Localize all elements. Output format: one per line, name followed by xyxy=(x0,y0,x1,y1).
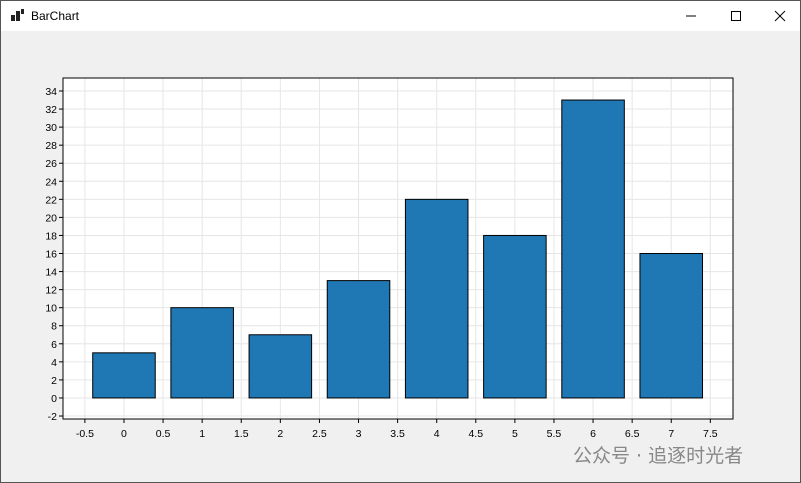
maximize-button[interactable] xyxy=(731,11,741,21)
x-tick-label: 7 xyxy=(668,428,674,440)
x-tick-label: 0 xyxy=(121,428,127,440)
x-tick-label: 5.5 xyxy=(547,428,562,440)
y-tick-label: 32 xyxy=(45,104,57,116)
y-tick-label: 26 xyxy=(45,158,57,170)
close-button[interactable] xyxy=(774,10,786,22)
bar xyxy=(639,253,704,399)
y-tick-label: -2 xyxy=(48,411,57,423)
y-tick-label: 0 xyxy=(51,393,57,405)
x-tick-label: 1 xyxy=(199,428,205,440)
bar xyxy=(92,352,156,399)
bar xyxy=(561,99,625,399)
y-tick-label: 18 xyxy=(45,230,57,242)
y-tick-label: 28 xyxy=(45,140,57,152)
x-tick-label: 6 xyxy=(590,428,596,440)
app-icon xyxy=(11,9,24,21)
bar xyxy=(326,280,391,399)
y-tick-label: 4 xyxy=(51,357,57,369)
x-tick-label: 6.5 xyxy=(625,428,640,440)
x-tick-label: 2 xyxy=(277,428,283,440)
x-tick-label: 0.5 xyxy=(156,428,171,440)
x-tick-label: 5 xyxy=(512,428,518,440)
y-tick-label: 14 xyxy=(45,267,57,279)
y-tick-label: 6 xyxy=(51,339,57,351)
x-tick-label: -0.5 xyxy=(76,428,94,440)
y-tick-label: 20 xyxy=(45,212,57,224)
window-controls xyxy=(686,10,786,22)
y-tick-label: 8 xyxy=(51,321,57,333)
plot-frame xyxy=(62,77,734,420)
x-tick-label: 3.5 xyxy=(390,428,405,440)
watermark: 公众号 · 追逐时光者 xyxy=(573,445,744,467)
y-tick-label: 34 xyxy=(45,86,57,98)
y-tick-label: 10 xyxy=(45,303,57,315)
bar xyxy=(404,198,469,399)
title-bar: BarChart xyxy=(1,1,800,31)
x-tick-label: 7.5 xyxy=(703,428,718,440)
y-tick-label: 12 xyxy=(45,285,57,297)
y-tick-label: 22 xyxy=(45,194,57,206)
x-tick-label: 4 xyxy=(434,428,440,440)
y-tick-label: 30 xyxy=(45,122,57,134)
bar xyxy=(170,307,234,399)
y-tick-label: 2 xyxy=(51,375,57,387)
x-tick-label: 3 xyxy=(356,428,362,440)
y-tick-label: 24 xyxy=(45,176,57,188)
window-title: BarChart xyxy=(31,9,80,23)
x-tick-label: 2.5 xyxy=(312,428,327,440)
x-tick-label: 4.5 xyxy=(468,428,483,440)
y-tick-label: 16 xyxy=(45,249,57,261)
bar xyxy=(248,334,313,399)
x-tick-label: 1.5 xyxy=(234,428,249,440)
bar xyxy=(483,234,547,399)
